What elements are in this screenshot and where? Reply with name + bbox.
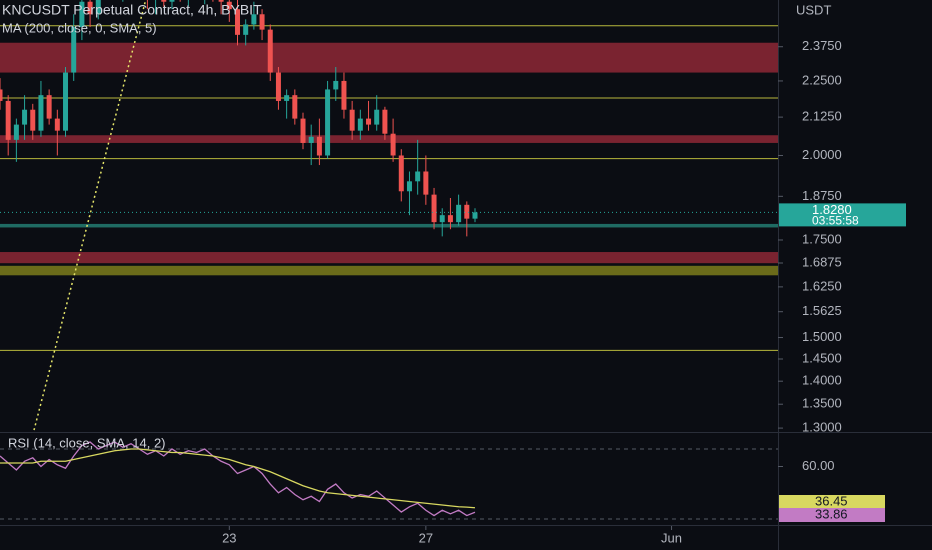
candle-body — [38, 95, 44, 131]
y-tick-label: 2.2500 — [802, 72, 842, 87]
y-tick-label: 1.6875 — [802, 254, 842, 269]
indicator-label: MA (200, close, 0, SMA, 5) — [2, 20, 157, 35]
candle-body — [71, 27, 77, 73]
candle-body — [308, 136, 314, 143]
ma-line — [32, 0, 147, 432]
y-tick-label: 1.5000 — [802, 329, 842, 344]
candle-body — [251, 14, 257, 25]
candle-body — [456, 204, 462, 223]
candle-body — [259, 14, 265, 30]
candle-body — [46, 95, 52, 119]
candle-body — [333, 80, 339, 90]
candle-body — [234, 9, 240, 35]
rsi-line — [0, 441, 476, 517]
rsi-value-label: 36.45 — [815, 493, 848, 508]
candle-body — [292, 95, 298, 119]
candle-body — [30, 109, 36, 131]
chart-title: KNCUSDT Perpetual Contract, 4h, BYBIT — [2, 2, 262, 18]
y-tick-label: 1.8750 — [802, 188, 842, 203]
y-tick-label: 1.7500 — [802, 231, 842, 246]
candle-body — [218, 0, 224, 2]
x-tick-label: 23 — [222, 530, 236, 545]
candle-body — [79, 1, 85, 28]
axis-unit: USDT — [796, 2, 831, 17]
candle-body — [431, 194, 437, 223]
candle-body — [161, 0, 167, 2]
candle-body — [13, 124, 19, 140]
candle-body — [366, 118, 372, 125]
candle-body — [316, 136, 322, 156]
y-tick-label: 1.3000 — [802, 420, 842, 435]
zone — [0, 42, 778, 73]
candle-body — [169, 0, 175, 2]
candle-body — [325, 89, 331, 156]
last-price-label: 1.8280 — [812, 202, 852, 217]
candle-body — [447, 215, 453, 223]
candle-body — [226, 1, 232, 10]
candle-body — [300, 118, 306, 143]
candle-body — [423, 171, 429, 195]
rsi-tick-label: 60.00 — [802, 458, 835, 473]
candle-body — [54, 118, 60, 131]
overlay: 2.3750 2.2500 2.1250 2.0000 1.8750 1.7500 1.68… — [2, 2, 906, 545]
rsi-line — [0, 448, 476, 509]
main-pane — [0, 0, 778, 432]
candle-body — [267, 29, 273, 73]
y-tick-label: 1.6250 — [802, 278, 842, 293]
rsi-title: RSI (14, close, SMA, 14, 2) — [8, 435, 166, 450]
candle-body — [341, 80, 347, 110]
candle-body — [472, 212, 478, 219]
candle-body — [95, 0, 101, 15]
y-tick-label: 1.4000 — [802, 373, 842, 388]
candle-body — [284, 95, 290, 101]
x-tick-label: 27 — [419, 530, 433, 545]
y-tick-label: 2.0000 — [802, 147, 842, 162]
rsi-pane — [0, 441, 778, 520]
candle-body — [374, 109, 380, 125]
rsi-value-label: 33.86 — [815, 506, 848, 521]
candle-body — [398, 155, 404, 192]
x-tick-label: Jun — [661, 530, 682, 545]
y-tick-label: 1.4500 — [802, 350, 842, 365]
candle-body — [415, 171, 421, 182]
candle-body — [357, 118, 363, 131]
candle-body — [382, 109, 388, 134]
y-tick-label: 2.1250 — [802, 109, 842, 124]
candle-body — [5, 100, 11, 140]
zone — [0, 265, 778, 276]
candle-body — [22, 109, 28, 125]
zone — [0, 252, 778, 264]
y-tick-label: 1.5625 — [802, 303, 842, 318]
candle-body — [275, 72, 281, 101]
countdown: 03:55:58 — [812, 214, 859, 228]
last-price-box — [779, 203, 906, 227]
candle-body — [87, 1, 93, 15]
zone — [0, 135, 778, 143]
candle-body — [390, 133, 396, 156]
candle-body — [243, 24, 249, 35]
rsi-value-box — [779, 508, 885, 522]
zone — [0, 223, 778, 228]
y-tick-label: 2.3750 — [802, 38, 842, 53]
candle-body — [464, 204, 470, 219]
rsi-value-box — [779, 495, 885, 509]
candle-body — [439, 215, 445, 223]
candle-body — [406, 181, 412, 192]
candle-body — [0, 89, 3, 101]
y-tick-label: 1.3500 — [802, 396, 842, 411]
candle-body — [63, 72, 69, 131]
candle-body — [349, 109, 355, 131]
